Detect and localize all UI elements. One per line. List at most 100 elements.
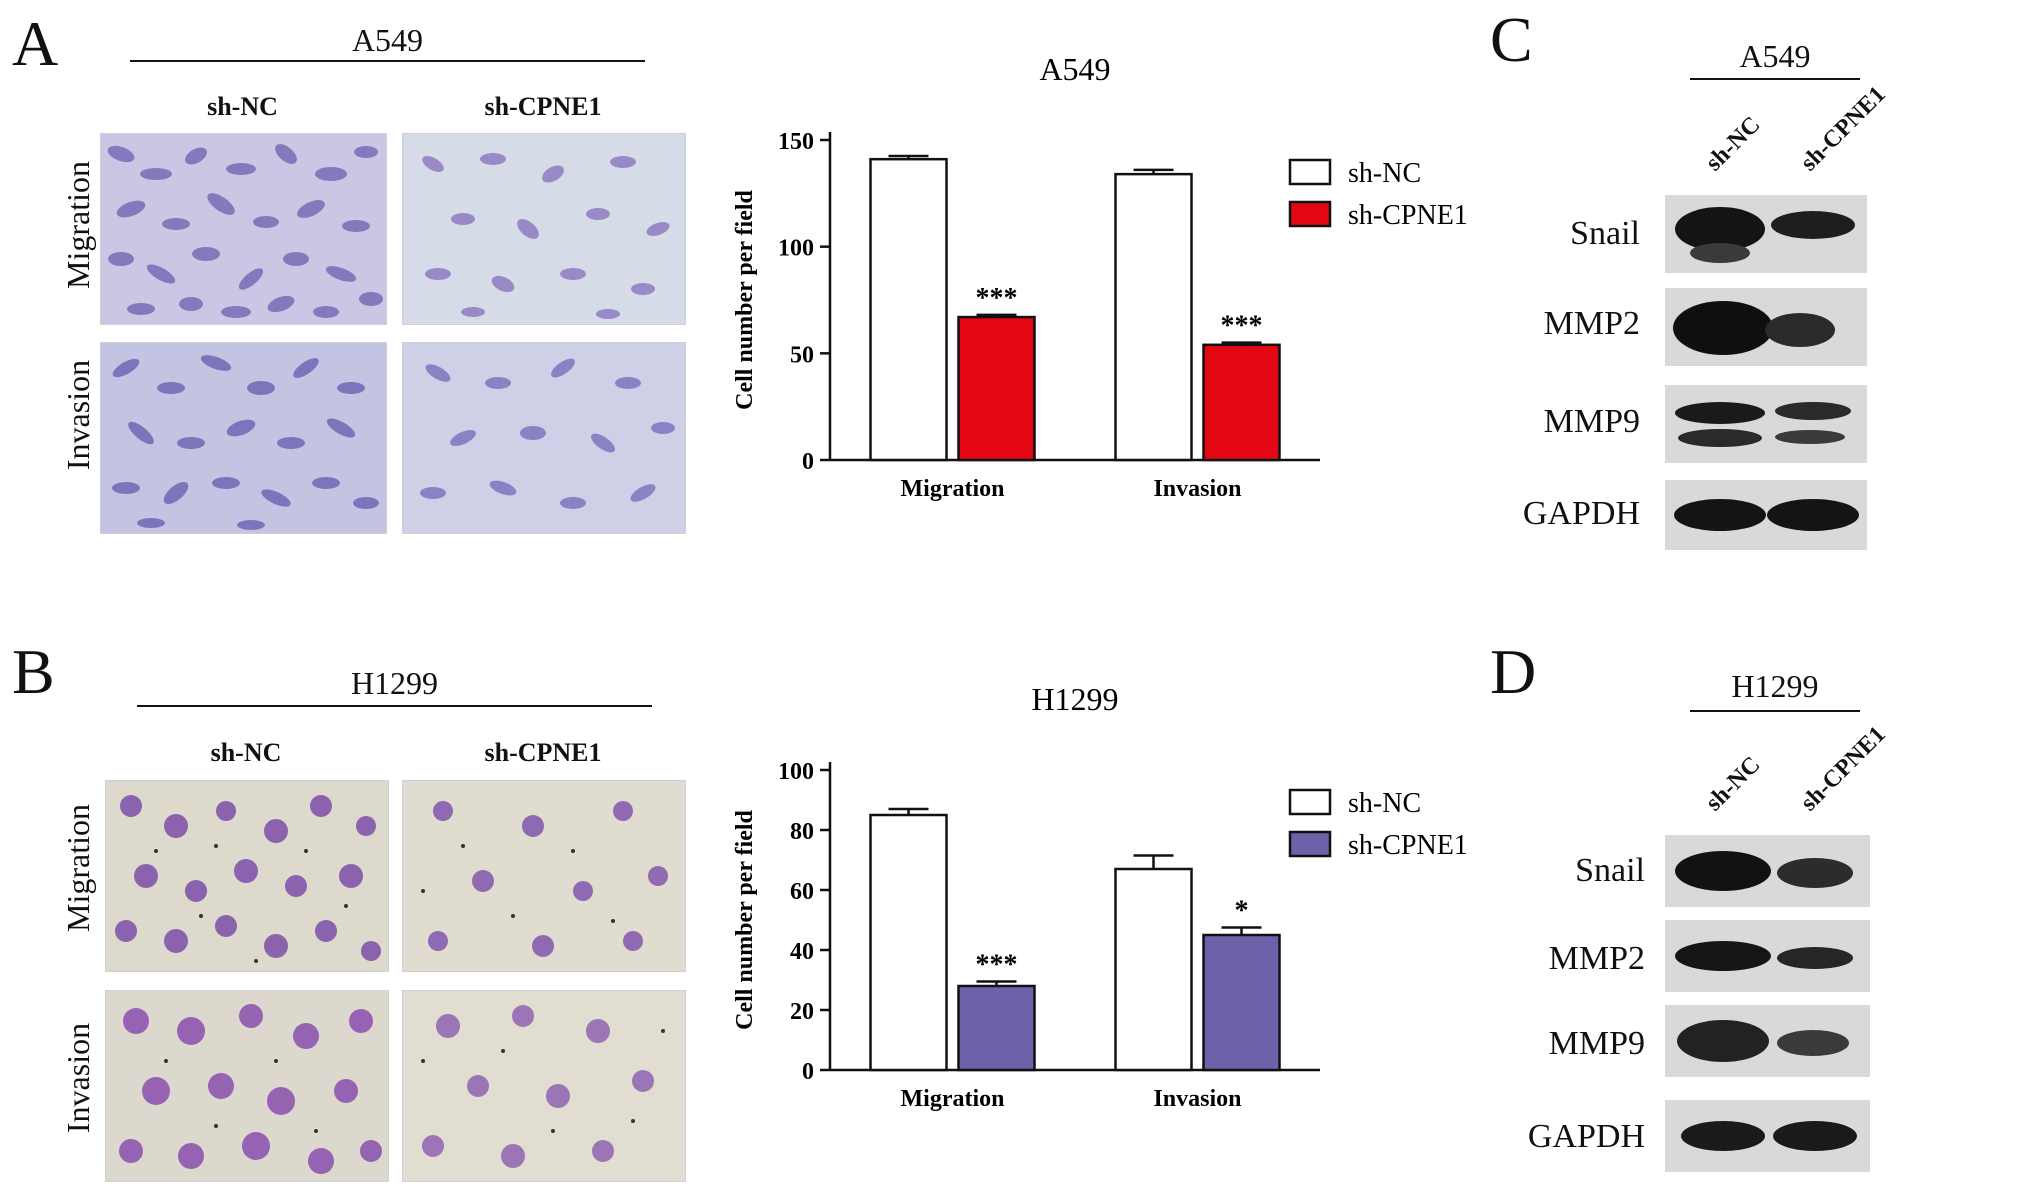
y-tick-label: 50 [790, 342, 814, 368]
legend-label: sh-NC [1348, 788, 1421, 819]
blot-bands [1673, 301, 1835, 355]
blot-label-mmp9: MMP9 [1543, 403, 1640, 440]
x-tick-label: Invasion [1153, 476, 1241, 502]
significance-label: *** [1221, 311, 1263, 342]
panel-d-divider [1690, 710, 1860, 712]
significance-label: *** [976, 283, 1018, 314]
panel-c-divider [1690, 78, 1860, 80]
blot-strip-snail [1665, 835, 1870, 907]
blot-label-mmp2: MMP2 [1543, 305, 1640, 342]
panel-a-row-label: Migration [60, 161, 96, 289]
bar-sh-cpne1 [957, 315, 1036, 462]
blot-bands [1677, 1020, 1849, 1062]
x-tick-label: Migration [901, 476, 1005, 502]
cell-pattern [101, 134, 386, 324]
micrograph-a549-sh-cpne1-migration [402, 133, 686, 325]
panel-b-row-label: Invasion [60, 1022, 96, 1134]
y-tick-label: 80 [790, 819, 814, 845]
cell-pattern [403, 781, 685, 971]
blot-bands [1675, 941, 1853, 971]
chart-svg: A549 0 50 100 150 Cell number per field *** Mig… [732, 51, 1468, 502]
legend-label: sh-NC [1348, 158, 1421, 189]
y-tick-label: 0 [802, 1059, 814, 1085]
panel-b-condition-label: sh-NC [210, 738, 282, 767]
bar-sh-cpne1 [1202, 933, 1281, 1072]
y-tick-label: 100 [778, 759, 814, 785]
y-tick-label: 60 [790, 879, 814, 905]
panel-b-condition-label: sh-CPNE1 [484, 738, 602, 767]
y-tick-label: 0 [802, 449, 814, 475]
legend-swatch [1288, 830, 1332, 858]
blot-bands [1674, 499, 1859, 531]
cell-pattern [403, 991, 685, 1181]
bar-sh-cpne1 [957, 984, 1036, 1072]
blot-label-gapdh: GAPDH [1522, 495, 1640, 532]
blot-strip-snail [1665, 195, 1867, 273]
blot-strip-gapdh [1665, 1100, 1870, 1172]
panel-letter-a: A [12, 8, 59, 79]
blot-label-gapdh: GAPDH [1527, 1118, 1645, 1155]
bar-sh-cpne1 [1202, 343, 1281, 462]
bar-chart-h1299: H1299 0 20 40 60 80 100 Cell number per field **… [700, 660, 1490, 1180]
micrograph-h1299-sh-nc-invasion [105, 990, 389, 1182]
micrograph-h1299-sh-cpne1-migration [402, 780, 686, 972]
panel-a-cell-line: A549 [351, 22, 424, 58]
cell-pattern [403, 343, 685, 533]
chart-title: A549 [1039, 51, 1110, 87]
blot-strip-mmp2 [1665, 288, 1867, 366]
panel-letter-b: B [12, 636, 55, 707]
bar-sh-nc [869, 157, 948, 462]
panel-letter-d: D [1490, 636, 1537, 707]
blot-label-snail: Snail [1570, 215, 1640, 252]
panel-letter-c: C [1490, 4, 1533, 75]
significance-label: * [1235, 896, 1249, 927]
cell-pattern [106, 991, 388, 1181]
bar-sh-nc [1114, 172, 1193, 462]
bar-sh-nc [869, 813, 948, 1072]
y-tick-label: 40 [790, 939, 814, 965]
blot-strip-mmp9 [1665, 1005, 1870, 1077]
micrograph-a549-sh-nc-invasion [100, 342, 387, 534]
legend-swatch [1288, 788, 1332, 816]
panel-d-lane-label: sh-CPNE1 [1795, 721, 1891, 817]
x-tick-label: Migration [901, 1086, 1005, 1112]
cell-pattern [101, 343, 386, 533]
blot-bands [1675, 207, 1855, 263]
legend-swatch [1288, 158, 1332, 186]
y-axis-label: Cell number per field [732, 189, 758, 409]
panel-a-condition-label: sh-CPNE1 [484, 92, 602, 121]
chart-title: H1299 [1031, 681, 1118, 717]
micrograph-h1299-sh-cpne1-invasion [402, 990, 686, 1182]
blot-label-mmp2: MMP2 [1548, 940, 1645, 977]
panel-a-condition-label: sh-NC [207, 92, 278, 121]
panel-c-cell-line: A549 [1739, 38, 1811, 74]
legend-label: sh-CPNE1 [1348, 830, 1468, 861]
x-tick-label: Invasion [1153, 1086, 1241, 1112]
micrograph-h1299-sh-nc-migration [105, 780, 389, 972]
blot-strip-mmp9 [1665, 385, 1867, 463]
blot-bands [1681, 1121, 1857, 1151]
legend-swatch [1288, 200, 1332, 228]
y-tick-label: 100 [778, 236, 814, 262]
blot-label-mmp9: MMP9 [1548, 1025, 1645, 1062]
cell-pattern [403, 134, 685, 324]
panel-d-cell-line: H1299 [1731, 668, 1819, 704]
blot-bands [1675, 402, 1851, 447]
blot-strip-gapdh [1665, 480, 1867, 550]
panel-c-lane-label: sh-NC [1700, 111, 1766, 177]
panel-b-row-label: Migration [60, 804, 96, 932]
cell-pattern [106, 781, 388, 971]
legend-label: sh-CPNE1 [1348, 200, 1468, 231]
micrograph-a549-sh-cpne1-invasion [402, 342, 686, 534]
panel-b-divider [137, 705, 652, 707]
bar-sh-nc [1114, 867, 1193, 1072]
y-axis-label: Cell number per field [732, 809, 758, 1029]
panel-a-row-label: Invasion [60, 359, 96, 471]
blot-bands [1675, 851, 1853, 891]
panel-a-divider [130, 60, 645, 62]
y-tick-label: 20 [790, 999, 814, 1025]
y-tick-label: 150 [778, 129, 814, 155]
panel-b-cell-line: H1299 [350, 665, 439, 701]
blot-label-snail: Snail [1575, 852, 1645, 889]
